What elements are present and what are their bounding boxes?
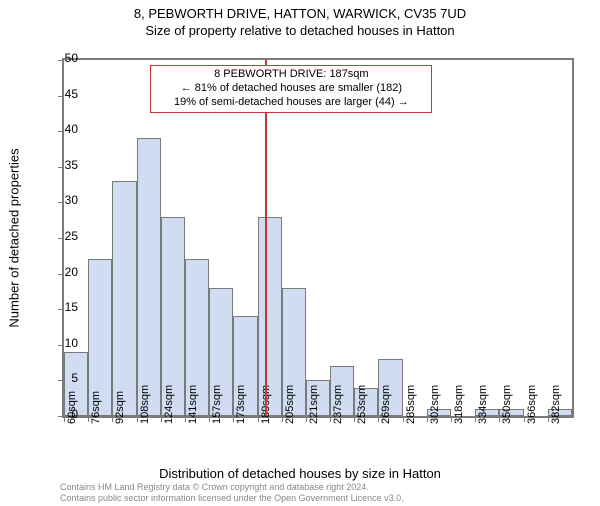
x-tick-label: 157sqm [211,385,223,424]
y-axis-label: Number of detached properties [7,148,22,327]
marker-line [265,60,267,416]
x-tick [403,416,404,422]
x-tick-label: 221sqm [308,385,320,424]
x-tick-label: 253sqm [356,385,368,424]
x-tick-label: 269sqm [380,385,392,424]
x-tick [306,416,307,422]
footer-line-1: Contains HM Land Registry data © Crown c… [60,482,404,492]
y-tick-label: 35 [48,158,78,172]
histogram-bar [137,138,161,416]
x-tick-label: 141sqm [187,385,199,424]
y-tick-label: 10 [48,336,78,350]
annotation-line-1: 8 PEBWORTH DRIVE: 187sqm [157,68,425,82]
x-tick-label: 366sqm [526,385,538,424]
x-tick-label: 92sqm [114,391,126,424]
x-tick [282,416,283,422]
x-tick-label: 334sqm [477,385,489,424]
x-tick [161,416,162,422]
x-tick [427,416,428,422]
x-tick [548,416,549,422]
chart-title-sub: Size of property relative to detached ho… [0,23,600,38]
annotation-line-3: 19% of semi-detached houses are larger (… [157,96,425,110]
y-tick-label: 5 [48,371,78,385]
x-tick-label: 318sqm [453,385,465,424]
y-tick-label: 40 [48,122,78,136]
x-tick [524,416,525,422]
footer-line-2: Contains public sector information licen… [60,493,404,503]
x-tick [258,416,259,422]
chart-title-main: 8, PEBWORTH DRIVE, HATTON, WARWICK, CV35… [0,6,600,21]
annotation-line-2: ← 81% of detached houses are smaller (18… [157,82,425,96]
histogram-bar [112,181,136,416]
x-tick [451,416,452,422]
x-tick-label: 350sqm [501,385,513,424]
x-tick-label: 76sqm [90,391,102,424]
chart-plot-area: 60sqm76sqm92sqm108sqm124sqm141sqm157sqm1… [62,58,574,418]
x-tick-label: 108sqm [139,385,151,424]
y-tick-label: 15 [48,300,78,314]
x-tick-label: 285sqm [405,385,417,424]
y-tick-label: 45 [48,87,78,101]
x-tick [185,416,186,422]
x-tick-label: 124sqm [163,385,175,424]
y-tick-label: 0 [48,407,78,421]
x-tick-label: 302sqm [429,385,441,424]
annotation-box: 8 PEBWORTH DRIVE: 187sqm← 81% of detache… [150,65,432,112]
x-axis-label: Distribution of detached houses by size … [0,466,600,481]
y-tick-label: 50 [48,51,78,65]
y-tick-label: 20 [48,265,78,279]
x-tick-label: 173sqm [235,385,247,424]
x-tick [330,416,331,422]
x-tick-label: 382sqm [550,385,562,424]
x-tick [209,416,210,422]
y-tick-label: 25 [48,229,78,243]
x-tick-label: 237sqm [332,385,344,424]
y-tick-label: 30 [48,193,78,207]
x-tick-label: 205sqm [284,385,296,424]
x-tick [137,416,138,422]
